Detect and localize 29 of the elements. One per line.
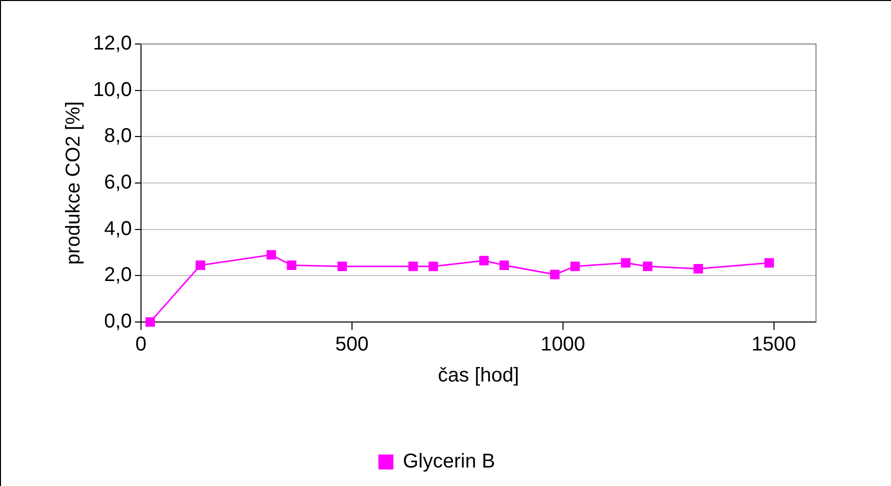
point <box>694 264 704 274</box>
point <box>550 270 560 280</box>
y-axis-title: produkce CO2 [%] <box>62 101 85 265</box>
legend-label: Glycerin B <box>402 450 496 473</box>
y-tick-label: 0,0 <box>104 310 132 333</box>
point <box>764 258 774 268</box>
point <box>196 260 206 270</box>
x-tick-label: 1500 <box>752 334 796 356</box>
point <box>642 262 652 272</box>
y-tick-label: 8,0 <box>104 125 132 148</box>
x-tick-label: 1000 <box>540 334 586 356</box>
point <box>570 262 580 272</box>
y-tick-label: 10,0 <box>92 78 132 101</box>
point <box>499 260 509 270</box>
point <box>145 317 155 327</box>
point <box>408 262 418 272</box>
x-tick-label: 500 <box>335 334 369 356</box>
point <box>286 260 296 270</box>
y-tick-label: 4,0 <box>104 218 132 240</box>
point <box>337 262 347 272</box>
point <box>428 262 438 272</box>
y-tick-label: 2,0 <box>104 264 132 286</box>
point <box>620 258 630 268</box>
point <box>266 250 276 260</box>
x-axis-title: čas [hod] <box>438 364 520 387</box>
y-tick-label: 6,0 <box>104 172 132 194</box>
y-tick-label: 12,0 <box>92 32 132 55</box>
point <box>479 256 489 266</box>
x-tick-label: 0 <box>135 334 146 356</box>
